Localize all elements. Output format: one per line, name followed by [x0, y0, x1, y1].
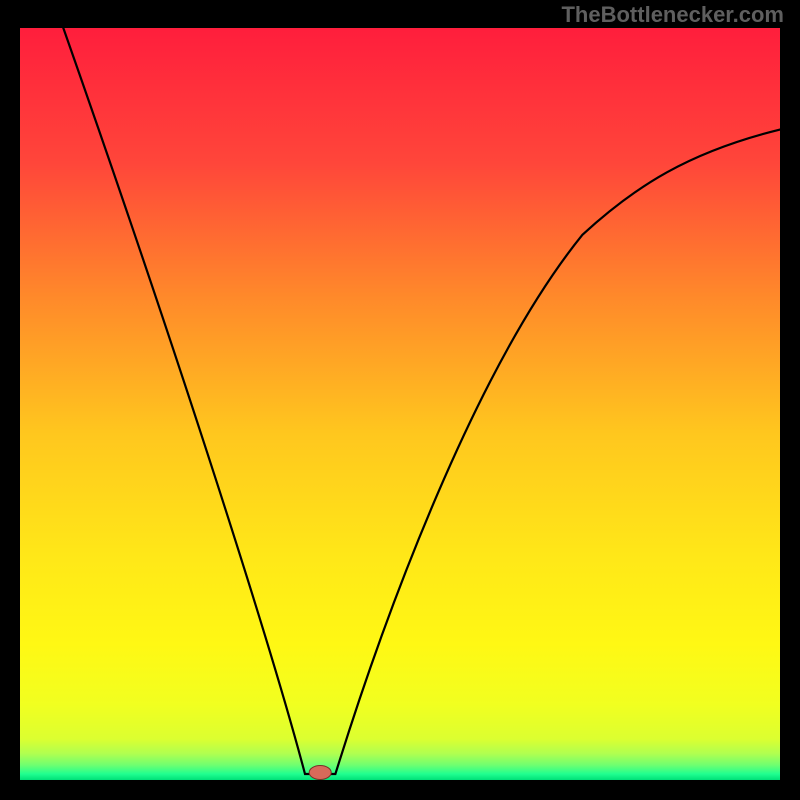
watermark-text: TheBottlenecker.com: [561, 2, 784, 28]
plot-background: [20, 28, 780, 780]
chart-container: TheBottlenecker.com: [0, 0, 800, 800]
bottleneck-curve-chart: [0, 0, 800, 800]
optimum-marker: [309, 765, 331, 779]
